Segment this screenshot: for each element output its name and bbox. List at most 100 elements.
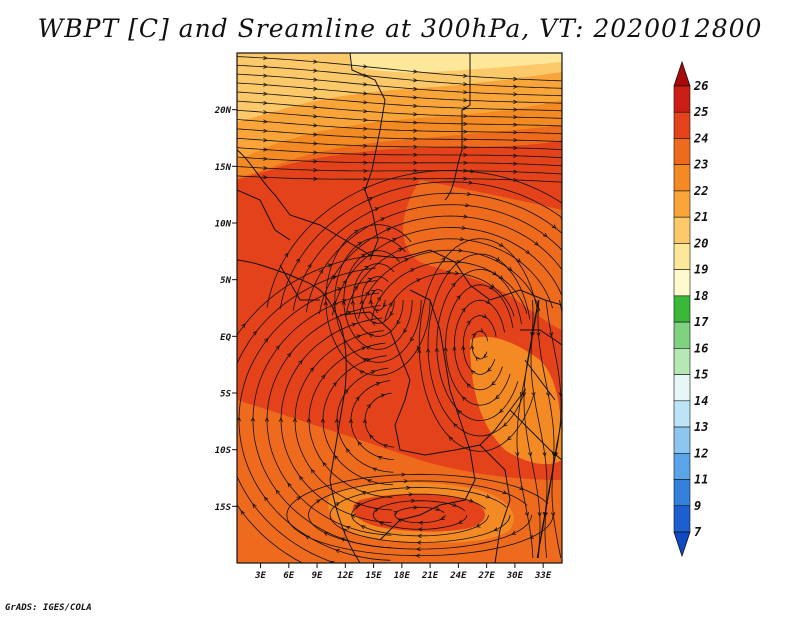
streamline-arrow [355,396,360,402]
streamline-arrow [452,345,457,351]
streamline [286,473,554,557]
streamline [237,109,562,127]
streamline [358,249,541,319]
streamline-arrow [418,520,424,525]
streamline-arrow [292,417,297,423]
streamline-arrow [296,496,302,501]
streamline-arrow [415,547,421,552]
streamline-arrow [310,468,316,474]
streamline-arrow [513,177,518,183]
streamline-arrow [351,322,357,327]
streamline-arrow [263,73,268,78]
streamline [237,56,562,82]
streamline-arrow [513,92,518,97]
colorbar-segment [673,216,691,244]
streamline [237,73,562,97]
streamline-arrow [513,130,518,135]
streamline [238,280,391,561]
colorbar-segment [673,243,691,270]
streamline-arrow [371,289,377,294]
streamline-arrow [413,86,418,91]
colorbar-label: 20 [693,236,708,250]
streamline-arrow [389,311,394,317]
streamline-arrow [413,103,418,108]
colorbar-label: 7 [694,525,702,539]
streamline-arrow [320,417,325,423]
streamline-arrow [466,382,471,388]
colorbar-label: 19 [694,263,708,277]
streamline-arrow [264,416,269,422]
streamline-arrow [463,145,468,150]
streamline-arrow [413,152,418,157]
streamline-arrow [330,274,335,280]
streamline-arrow [368,299,373,305]
streamline-arrow [553,452,558,457]
colorbar-segment [673,505,691,533]
streamline-arrow [356,334,362,339]
streamline-arrow [461,225,467,230]
streamline-arrow [495,256,501,262]
colorbar-segment [673,479,691,507]
streamline-arrow [410,498,416,503]
lon-tick-label: 6E [283,571,294,581]
streamline-arrow [470,169,476,174]
streamline-arrow [463,176,468,181]
streamline-arrow [492,271,498,276]
streamline-arrow [263,55,268,61]
longitude-axis: 3E 6E 9E 12E 15E 18E 21E 24E 27E 30E 33E [254,563,552,581]
colorbar-label: 22 [693,184,708,198]
streamline-arrow [498,242,504,248]
streamline-arrow [306,417,311,423]
streamline-arrow [359,370,365,375]
streamline-arrow [401,472,406,477]
streamline-arrow [502,422,508,427]
streamline-arrow [263,110,268,115]
streamline-arrow [363,91,368,96]
streamline-arrow [367,277,373,282]
streamline-arrow [321,374,326,380]
map-plot-area [237,53,562,563]
streamline-arrow [334,549,340,554]
streamline-arrow [362,186,368,191]
streamline-arrow [357,241,363,246]
streamline-arrow [241,323,246,328]
streamline-arrow [513,153,518,158]
streamline-arrow [459,237,465,242]
streamline-arrow [471,332,477,338]
streamline [537,299,555,559]
streamline-arrow [313,114,318,119]
streamline-arrow [406,485,411,490]
streamline-arrow [263,82,268,87]
streamline-arrow [240,510,245,515]
field-19-zone [350,53,562,73]
streamline-arrow [415,553,420,558]
colorbar-label: 21 [693,210,708,224]
streamline-arrow [346,310,352,315]
streamline [237,100,562,119]
streamline-arrow [313,123,318,128]
streamline-arrow [515,452,520,457]
streamline-arrow [463,90,468,95]
streamline-arrow [513,122,518,127]
streamline-arrow [462,396,467,401]
streamline-arrow [374,207,380,212]
streamlines [237,55,562,563]
streamline-arrow [403,328,408,334]
colorbar-label: 13 [694,420,708,434]
colorbar-label: 24 [693,131,708,145]
streamline-arrow [264,337,269,343]
colorbar-label: 18 [694,289,708,303]
streamline-arrow [413,168,418,173]
streamline [308,480,532,550]
streamline-arrow [263,147,268,152]
streamline [329,487,511,543]
streamline-arrow [305,535,310,540]
streamline-arrow [313,77,318,82]
streamline-arrow [543,512,548,517]
streamline-arrow [513,161,518,166]
colorbar-label: 16 [694,341,708,355]
streamline-arrow [350,299,355,305]
streamline-arrow [493,527,499,532]
lon-tick-label: 24E [449,571,467,581]
streamline-arrow [524,512,530,517]
